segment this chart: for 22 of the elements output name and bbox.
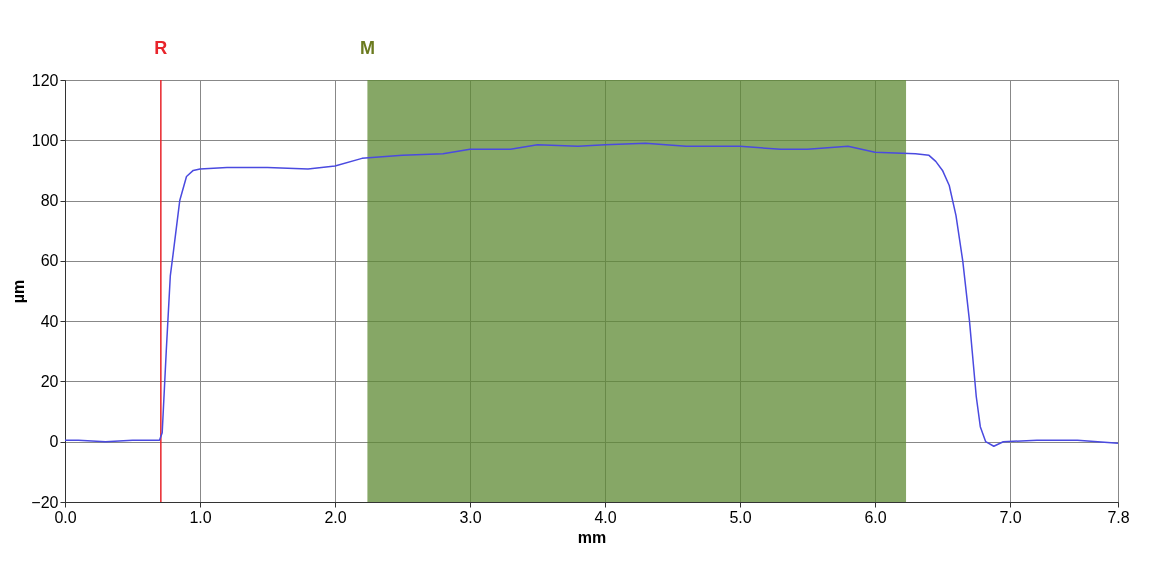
y-tick-label: 100 bbox=[31, 131, 59, 149]
x-tick-label: 1.0 bbox=[189, 508, 212, 526]
y-tick-label: 0 bbox=[49, 433, 59, 451]
band-label: M bbox=[359, 38, 375, 58]
y-tick-label: 40 bbox=[40, 312, 59, 330]
x-tick-label: 7.8 bbox=[1107, 508, 1130, 526]
line-series bbox=[64, 142, 1119, 447]
x-tick-label: 4.0 bbox=[594, 508, 617, 526]
x-tick-label: 6.0 bbox=[864, 508, 887, 526]
y-axis-title: µm bbox=[10, 279, 28, 304]
x-axis-title: mm bbox=[577, 528, 607, 546]
x-tick-label: 5.0 bbox=[729, 508, 752, 526]
y-tick-label: 120 bbox=[31, 71, 59, 89]
x-tick-label: 2.0 bbox=[324, 508, 347, 526]
y-tick-label: 20 bbox=[40, 372, 59, 390]
x-tick-label: 3.0 bbox=[459, 508, 482, 526]
y-tick-label: −20 bbox=[31, 493, 59, 511]
y-tick-label: 80 bbox=[40, 192, 59, 210]
ref-line-label: R bbox=[154, 38, 168, 58]
y-tick-label: 60 bbox=[40, 252, 59, 270]
x-tick-label: 0.0 bbox=[54, 508, 77, 526]
x-tick-label: 7.0 bbox=[999, 508, 1022, 526]
